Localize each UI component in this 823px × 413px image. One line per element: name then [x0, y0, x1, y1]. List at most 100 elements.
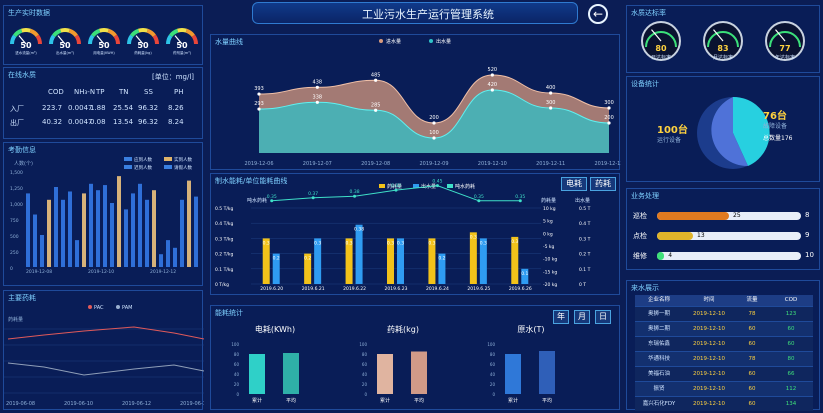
incoming-cell: 60 [748, 341, 756, 347]
stats-xlabel: 累计 [508, 397, 518, 404]
waterflow-point-label: 285 [371, 102, 381, 108]
incoming-cell: 60 [748, 401, 756, 407]
device-running-label: 运行设备 [657, 137, 682, 144]
energy-bar-chem [469, 232, 477, 284]
tab-chemical[interactable]: 药耗 [590, 177, 616, 191]
realtime-gauge-arc [13, 28, 23, 38]
waterflow-legend-dot [429, 39, 433, 43]
incoming-row: 东瑞佑鑫 2019-12-10 60 60 [635, 336, 813, 351]
incoming-cell: 2019-12-10 [693, 356, 725, 362]
energy-right-label-2: 出水量 [575, 197, 590, 204]
incoming-table: 企业名称 时间 流量 COD 奥狮一期 2019-12-10 78 123 奥狮二期 2019-1… [635, 295, 813, 411]
stats-ytick: 80 [362, 352, 368, 357]
incoming-cell: 60 [748, 386, 756, 392]
tab-day[interactable]: 日 [595, 310, 611, 324]
attendance-legend-swatch [164, 165, 172, 169]
business-title: 业务处理 [631, 192, 659, 200]
realtime-gauge-arc [146, 28, 156, 38]
online-cell: 8.24 [168, 118, 184, 126]
online-cell: 96.32 [138, 104, 159, 112]
realtime-gauge-needle [18, 35, 27, 45]
realtime-gauge-arc [99, 28, 109, 33]
energy-bar-water-label: 0.2 [438, 256, 445, 262]
attendance-bar [96, 190, 100, 267]
realtime-gauge-arc [35, 34, 42, 45]
tab-year[interactable]: 年 [553, 310, 569, 324]
stats-ytick: 0 [236, 392, 239, 397]
stats-ytick: 0 [364, 392, 367, 397]
stats-ytick: 0 [492, 392, 495, 397]
attendance-bar [61, 199, 65, 267]
waterflow-legend-label: 出水量 [436, 38, 451, 45]
attendance-bar [117, 176, 121, 267]
waterflow-point [549, 91, 553, 95]
business-item-value: 4 [668, 252, 673, 259]
waterflow-point-label: 420 [488, 82, 498, 88]
attendance-bar [33, 214, 37, 267]
waterflow-point [490, 88, 494, 92]
realtime-gauge-arc [138, 28, 148, 33]
waterflow-point-label: 520 [488, 67, 498, 73]
attendance-legend-label: 应到人数 [134, 156, 152, 163]
energy-bar-chem [345, 238, 353, 284]
pie-slice-running [711, 97, 748, 167]
stats-ytick: 20 [234, 382, 240, 387]
realtime-gauge-arc [185, 28, 195, 38]
waterflow-area [259, 90, 609, 153]
attendance-ytick: 500 [10, 234, 19, 240]
incoming-row: 奥狮一期 2019-12-10 78 123 [635, 306, 813, 321]
energy-bar-chem-label: 0.3 [428, 240, 435, 246]
energy-bar-water [438, 253, 446, 284]
stats-ytick: 40 [362, 372, 368, 377]
energy-r2tick: 0.2 T [579, 252, 591, 258]
online-cell: 96.32 [138, 118, 159, 126]
incoming-row: 华通科技 2019-12-10 78 80 [635, 351, 813, 366]
energy-bar-water [355, 224, 363, 284]
energy-xtick: 2019.6.24 [426, 286, 449, 292]
device-pie-chart [697, 96, 770, 169]
stats-ytick: 80 [234, 352, 240, 357]
tab-month[interactable]: 月 [574, 310, 590, 324]
attendance-bar [131, 193, 135, 267]
chem-xtick: 2019-06-15 [180, 401, 204, 407]
energy-xtick: 2019.6.22 [343, 286, 366, 292]
quality-gauge-needle [651, 29, 662, 42]
stats-xlabel: 累计 [380, 397, 390, 404]
realtime-gauges: 50进水流量(m³)50出水量(m³)50用电量(KWH)50药耗量(kg)50… [10, 28, 198, 55]
online-header: NH₃-N [74, 88, 96, 96]
attendance-legend-swatch [124, 157, 132, 161]
incoming-cell: 2019-12-10 [693, 326, 725, 332]
incoming-row: 嘉兴石化FDY 2019-12-10 60 134 [635, 396, 813, 411]
stats-xlabel: 平均 [542, 397, 552, 404]
realtime-gauge-value: 50 [137, 41, 149, 50]
attendance-bar [145, 199, 149, 267]
incoming-cell: 嘉兴石化FDY [642, 401, 676, 407]
realtime-gauge-arc [74, 34, 81, 45]
tab-electric[interactable]: 电耗 [561, 177, 587, 191]
quality-panel: 水质达标率 80 日达标率 83 月达标率 77 年达标率 [626, 5, 820, 73]
waterflow-point-label: 393 [254, 86, 264, 92]
waterflow-title: 水量曲线 [215, 38, 243, 46]
energy-xtick: 2019.6.26 [509, 286, 532, 292]
business-item-max: 9 [805, 231, 810, 239]
waterflow-point [607, 121, 611, 125]
energy-bar-chem-label: 0.2 [304, 256, 311, 262]
incoming-cell: 123 [785, 311, 797, 317]
waterflow-point-label: 200 [604, 115, 614, 121]
realtime-gauge-arc [113, 34, 120, 45]
incoming-cell: 2019-12-10 [693, 401, 725, 407]
chem-chart: PAC PAM 药耗量 2019-06-08 2019-06-10 2019-06-12 2… [4, 305, 204, 407]
waterflow-point [257, 92, 261, 96]
energy-line-label: 0.35 [474, 194, 484, 200]
online-header: PH [174, 88, 184, 96]
online-row-label: 出厂 [10, 119, 24, 127]
quality-title: 水质达标率 [631, 9, 666, 17]
waterflow-panel: 水量曲线 393 438 485 200 520 400 300 进水量 293 338 285 10… [210, 34, 621, 170]
realtime-gauge-arc [29, 28, 39, 38]
energy-bar-chem-label: 0.3 [387, 240, 394, 246]
back-button[interactable]: ← [588, 4, 608, 24]
waterflow-chart: 393 438 485 200 520 400 300 进水量 293 338 285 100 420 3… [244, 38, 621, 167]
energy-bar-chem [511, 236, 519, 284]
chem-title: 主要药耗 [8, 294, 36, 302]
energy-bar-chem-label: 0.3 [470, 234, 477, 240]
